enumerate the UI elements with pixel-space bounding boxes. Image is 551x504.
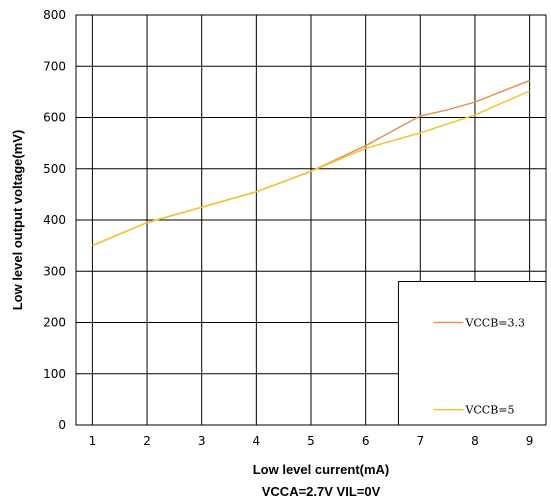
y-tick-label: 700 [43,59,66,73]
y-tick-label: 400 [43,213,66,227]
x-tick-label: 5 [307,434,315,448]
x-tick-label: 9 [526,434,534,448]
x-tick-label: 3 [198,434,206,448]
legend: VCCB=3.3 VCCB=5 [433,317,525,417]
plot-frame [75,14,547,426]
y-axis-title: Low level output voltage(mV) [10,130,25,311]
y-tick-label: 600 [43,111,66,125]
y-tick-label: 800 [43,8,66,22]
y-axis-ticks: 0 100 200 300 400 500 600 700 800 [43,8,66,432]
series-lines [92,79,530,247]
x-tick-label: 2 [143,434,151,448]
y-tick-label: 500 [43,162,66,176]
y-tick-label: 200 [43,316,66,330]
x-tick-label: 4 [253,434,261,448]
x-tick-label: 7 [416,434,424,448]
x-axis-title: Low level current(mA) [253,462,390,477]
x-tick-label: 1 [89,434,97,448]
y-tick-label: 0 [58,418,66,432]
test-condition-caption: VCCA=2.7V VIL=0V [262,484,381,499]
x-axis-ticks: 1 2 3 4 5 6 7 8 9 [89,434,534,448]
series-line-2 [92,90,530,247]
x-tick-label: 8 [471,434,479,448]
y-tick-label: 100 [43,367,66,381]
legend-box [397,281,547,426]
x-tick-label: 6 [362,434,370,448]
y-tick-label: 300 [43,264,66,278]
legend-label-1: VCCB=3.3 [464,317,525,330]
legend-label-2: VCCB=5 [464,404,514,417]
